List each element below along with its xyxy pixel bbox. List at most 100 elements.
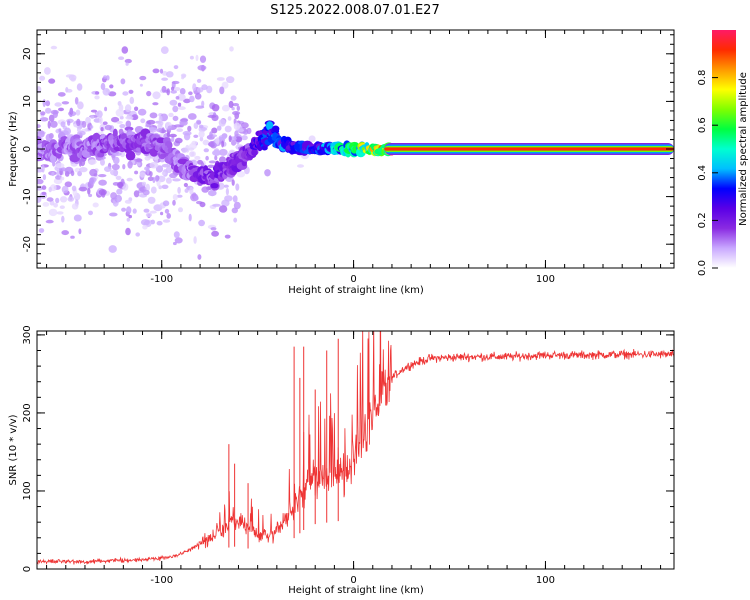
spectrogram-noise-blob: [187, 125, 192, 132]
spectrogram-noise-blob: [104, 166, 112, 173]
spectrogram-noise-blob: [88, 193, 93, 198]
spectrogram-noise-blob: [189, 186, 194, 195]
spectrogram-noise-blob: [67, 120, 71, 126]
spectrogram-noise-blob: [78, 159, 82, 167]
spectrogram-y-tick-label: 0: [22, 146, 33, 152]
spectrogram-noise-blob: [189, 151, 195, 158]
spectrogram-y-tick-label: 10: [22, 95, 33, 108]
spectrogram-noise-blob: [74, 97, 79, 105]
spectrogram-noise-blob: [90, 109, 98, 113]
spectrogram-noise-blob: [71, 203, 79, 210]
spectrogram-noise-blob: [221, 140, 225, 148]
spectrogram-noise-blob: [45, 219, 54, 224]
spectrogram-noise-blob: [76, 83, 83, 91]
spectrogram-noise-blob: [104, 106, 108, 112]
spectrogram-noise-blob: [54, 102, 62, 107]
spectrogram-noise-blob: [224, 234, 231, 239]
spectrogram-y-tick-label: -10: [22, 188, 33, 204]
spectrogram-noise-blob: [308, 135, 316, 143]
spectrogram-noise-blob: [50, 120, 58, 128]
spectrogram-noise-blob: [115, 175, 122, 180]
spectrogram-noise-blob: [166, 71, 174, 78]
spectrogram-noise-blob: [53, 203, 58, 208]
spectrogram-ridge-blob: [50, 153, 57, 164]
spectrogram-noise-blob: [231, 140, 237, 146]
spectrogram-noise-blob: [236, 105, 240, 111]
spectrogram-noise-blob: [210, 227, 217, 231]
spectrogram-noise-blob: [225, 187, 229, 196]
spectrogram-noise-blob: [55, 162, 65, 169]
spectrogram-noise-blob: [124, 199, 132, 204]
spectrogram-noise-blob: [161, 77, 169, 81]
spectrogram-noise-blob: [223, 184, 229, 188]
spectrogram-noise-blob: [42, 202, 50, 207]
spectrogram-noise-blob: [230, 95, 237, 101]
spectrogram-noise-blob: [76, 127, 81, 133]
spectrogram-noise-blob: [221, 81, 229, 89]
spectrogram-noise-blob: [232, 111, 241, 116]
spectrogram-noise-blob: [104, 124, 112, 131]
spectrogram-noise-blob: [117, 181, 124, 189]
spectrogram-noise-blob: [120, 78, 126, 85]
spectrogram-noise-blob: [41, 164, 45, 173]
spectrogram-noise-blob: [60, 121, 66, 128]
spectrogram-noise-blob: [177, 186, 181, 194]
spectrogram-noise-blob: [125, 120, 132, 128]
spectrogram-noise-blob: [189, 95, 195, 103]
spectrogram-noise-blob: [172, 199, 176, 206]
spectrogram-noise-blob: [224, 125, 232, 133]
spectrogram-noise-blob: [124, 104, 132, 113]
spectrogram-noise-blob: [172, 115, 179, 122]
spectrogram-noise-blob: [116, 120, 123, 124]
spectrogram-noise-blob: [233, 122, 241, 131]
spectrogram-ridge-blob: [124, 126, 134, 131]
spectrogram-noise-blob: [59, 205, 65, 209]
spectrogram-noise-blob: [109, 212, 118, 217]
spectrogram-noise-blob: [181, 76, 185, 80]
spectrogram-noise-blob: [160, 211, 164, 216]
spectrogram-noise-blob: [233, 201, 241, 210]
spectrogram-noise-blob: [188, 91, 193, 96]
spectrogram-noise-blob: [221, 104, 230, 112]
spectrogram-noise-blob: [141, 181, 147, 186]
spectrogram-x-tick-label: 0: [350, 274, 356, 285]
spectrogram-noise-blob: [216, 77, 225, 81]
spectrogram-noise-blob: [169, 172, 178, 179]
spectrogram-noise-blob: [207, 164, 215, 168]
spectrogram-noise-blob: [37, 195, 42, 203]
spectrogram-noise-blob: [129, 96, 135, 104]
spectrogram-noise-blob: [149, 210, 157, 214]
spectrogram-noise-blob: [100, 127, 104, 132]
spectrogram-noise-blob: [218, 205, 228, 213]
snr-series-line: [37, 331, 674, 565]
spectrogram-noise-blob: [126, 217, 130, 222]
spectrogram-noise-blob: [92, 202, 99, 208]
spectrogram-noise-blob: [226, 76, 235, 84]
snr-x-axis-label: Height of straight line (km): [288, 585, 424, 596]
spectrogram-noise-blob: [146, 119, 156, 125]
spectrogram-noise-blob: [98, 189, 107, 196]
spectrogram-noise-blob: [138, 108, 147, 116]
spectrogram-noise-blob: [184, 188, 189, 193]
spectrogram-noise-blob: [231, 106, 235, 111]
spectrogram-noise-blob: [176, 194, 183, 198]
spectrogram-noise-blob: [147, 196, 156, 204]
snr-y-tick-label: 0: [22, 566, 33, 572]
spectrogram-ridge-blob: [166, 141, 173, 149]
spectrogram-noise-blob: [213, 148, 220, 156]
spectrogram-noise-blob: [208, 190, 217, 197]
spectrogram-noise-blob: [218, 135, 227, 140]
spectrogram-noise-blob: [135, 232, 140, 237]
spectrogram-noise-blob: [169, 99, 178, 106]
spectrogram-noise-blob: [193, 236, 197, 244]
spectrogram-noise-blob: [187, 113, 197, 120]
spectrogram-noise-blob: [61, 230, 69, 236]
spectrogram-noise-blob: [228, 100, 234, 108]
spectrogram-noise-blob: [198, 130, 205, 138]
spectrogram-noise-blob: [42, 174, 47, 181]
colorbar-tick-label: 0.8: [697, 70, 708, 86]
spectrogram-noise-blob: [196, 78, 202, 83]
